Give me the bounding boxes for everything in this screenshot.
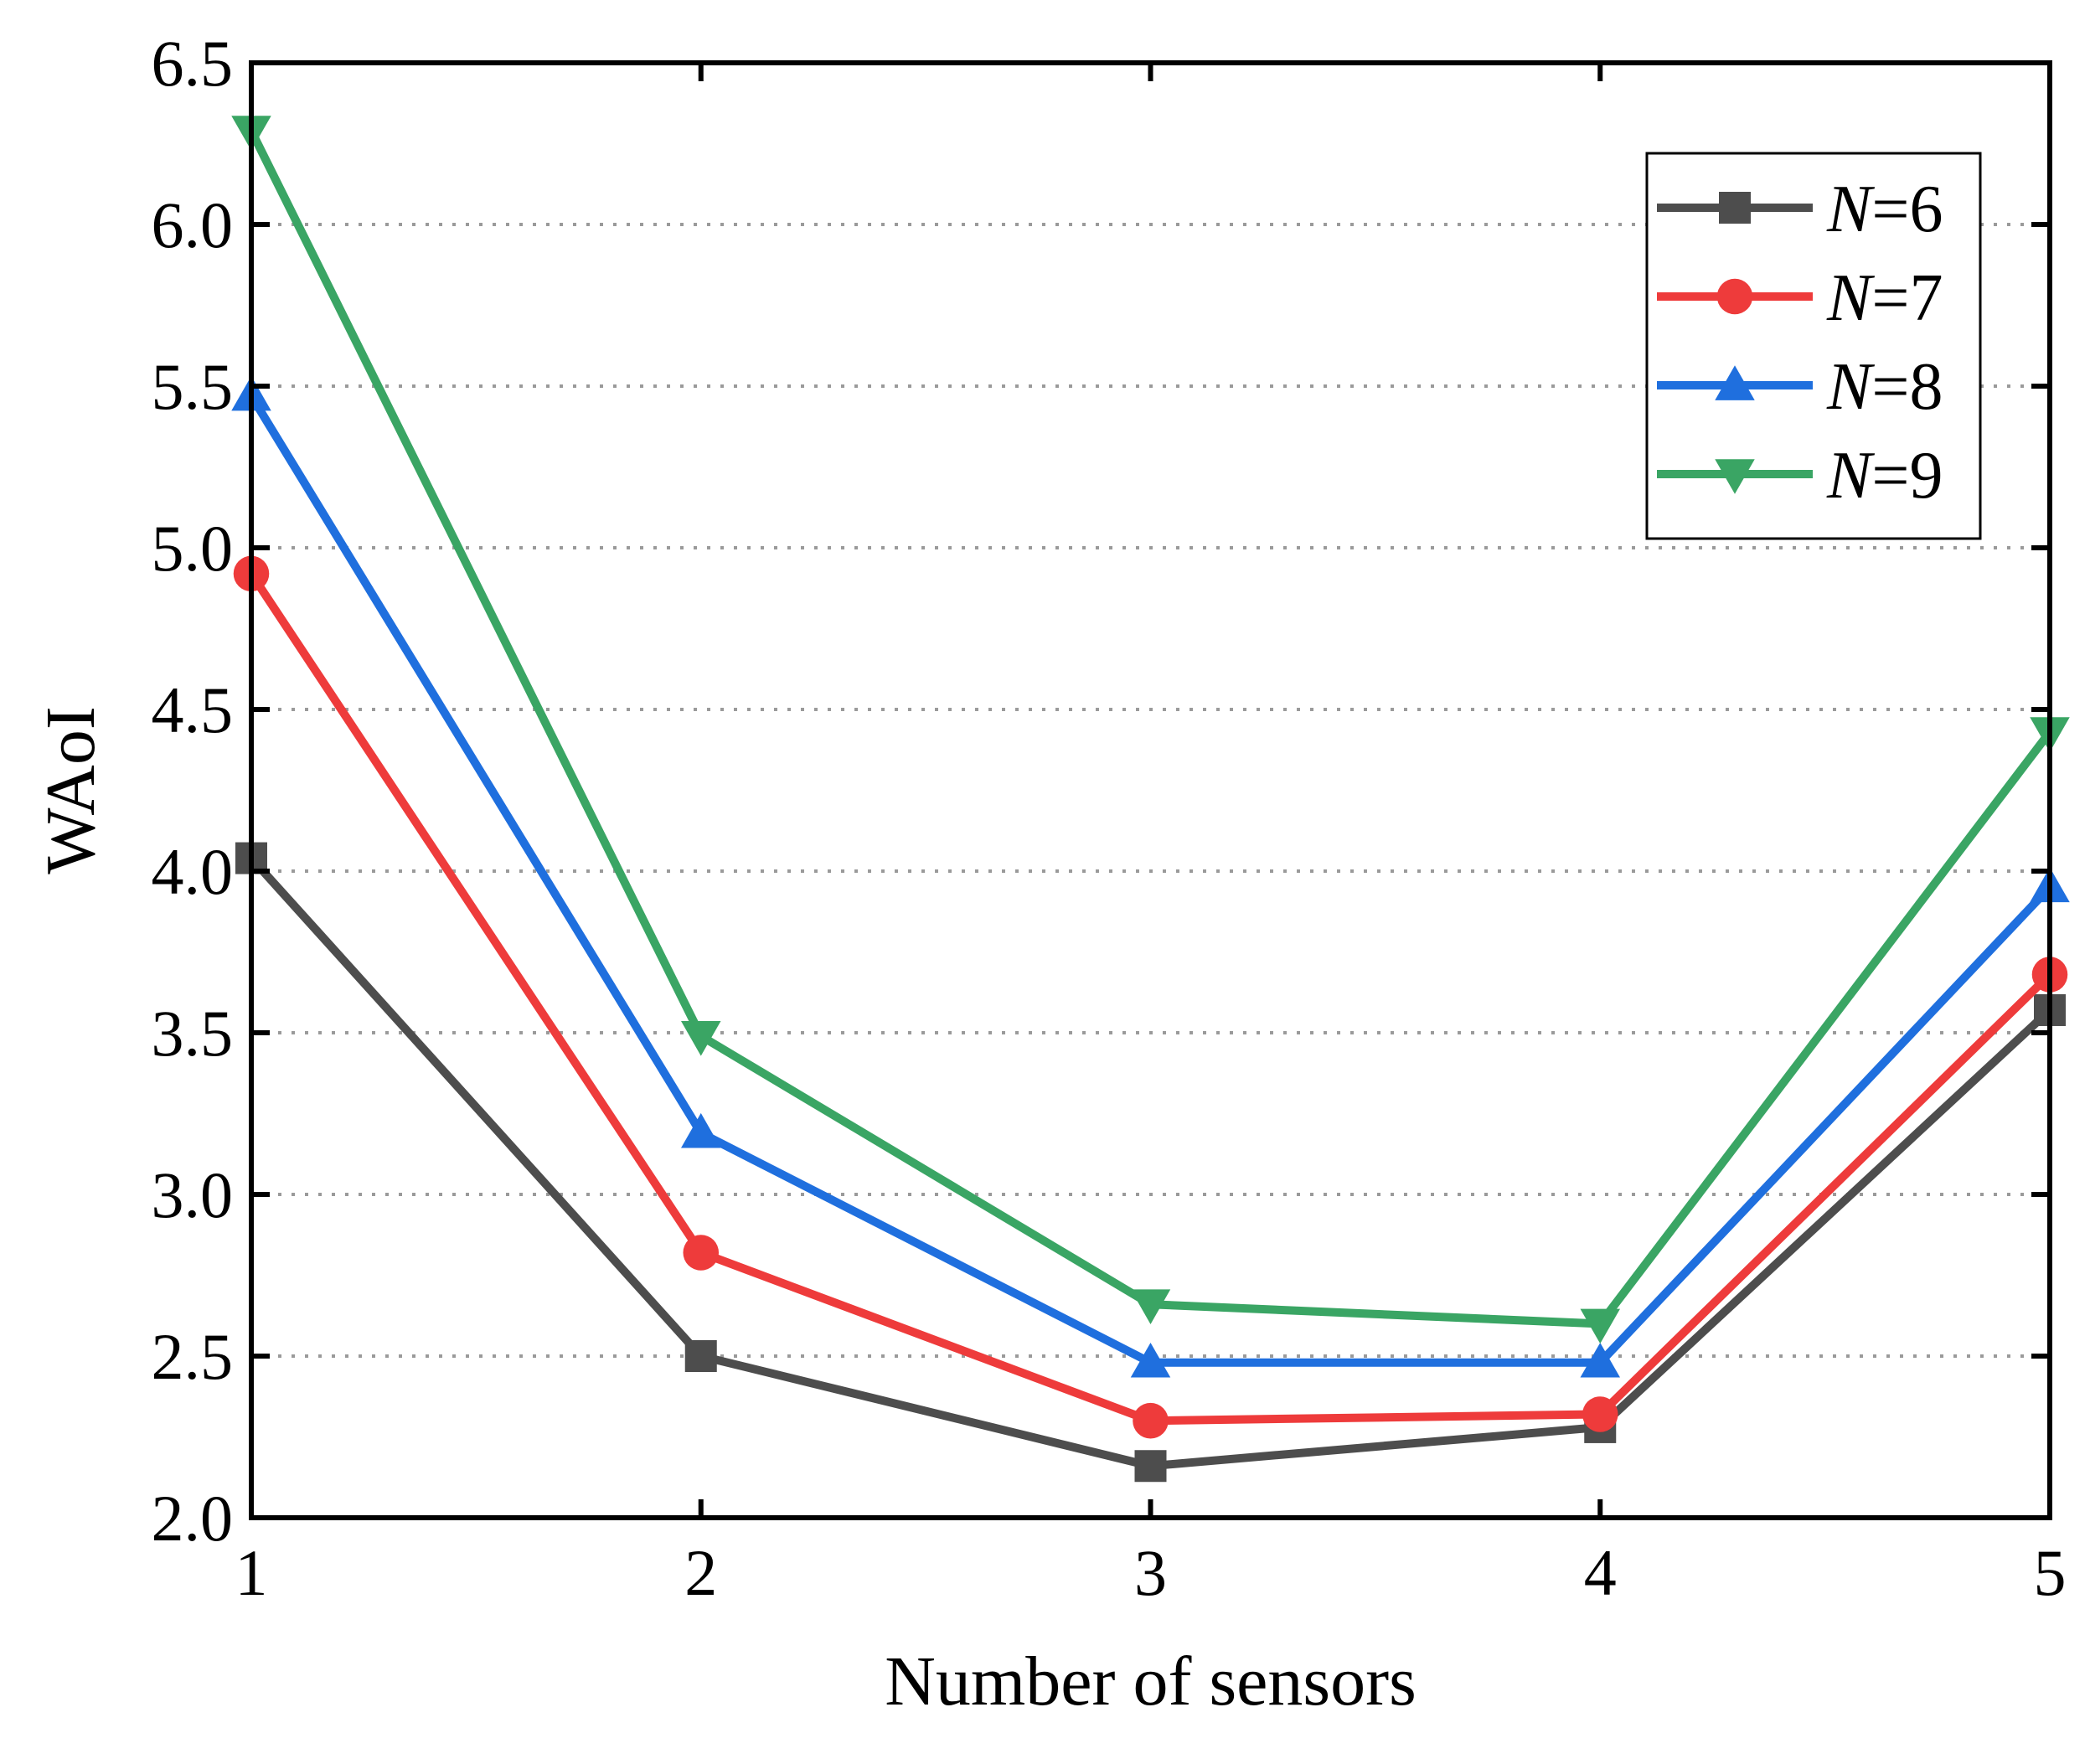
data-point — [683, 1235, 720, 1271]
y-tick-label: 3.0 — [152, 1158, 234, 1231]
y-axis-title: WAoI — [32, 706, 110, 874]
x-tick-label: 5 — [2034, 1536, 2067, 1609]
data-point — [1134, 1450, 1167, 1483]
legend-label: N=6 — [1826, 173, 1943, 246]
data-point — [1130, 1289, 1171, 1324]
x-tick-label: 3 — [1134, 1536, 1167, 1609]
data-point — [684, 1340, 717, 1372]
data-point — [681, 1021, 721, 1056]
series-3 — [231, 375, 2070, 1378]
y-tick-label: 2.0 — [152, 1482, 234, 1555]
legend-marker — [1719, 192, 1751, 224]
legend-marker — [1715, 365, 1755, 400]
legend-item: N=7 — [1657, 261, 1943, 335]
y-tick-label: 5.5 — [152, 350, 234, 423]
y-tick-label: 6.0 — [152, 188, 234, 261]
y-tick-label: 4.5 — [152, 673, 234, 746]
legend-label: N=9 — [1826, 439, 1943, 513]
data-point — [1580, 1308, 1620, 1344]
data-point — [1133, 1402, 1169, 1439]
tick-labels: 2.0 2.5 3.0 3.5 4.0 4.5 5.0 5.5 6.0 6.5 1 2 3 4 5 — [152, 27, 2067, 1609]
legend-label: N=7 — [1826, 261, 1943, 335]
data-point — [681, 1112, 721, 1148]
legend-item: N=9 — [1657, 439, 1943, 513]
x-tick-label: 4 — [1584, 1536, 1617, 1609]
legend-item: N=8 — [1657, 350, 1943, 424]
data-point — [1582, 1396, 1618, 1432]
legend: N=6 N=7 N=8 N=9 — [1645, 152, 1982, 540]
series-layer — [231, 116, 2070, 1483]
y-tick-label: 4.0 — [152, 835, 234, 908]
y-tick-label: 5.0 — [152, 512, 234, 585]
legend-marker — [1715, 459, 1755, 494]
legend-label: N=8 — [1826, 350, 1943, 424]
data-point — [1130, 1342, 1171, 1378]
series-line — [247, 393, 2053, 1367]
y-tick-label: 6.5 — [152, 27, 234, 100]
legend-item: N=6 — [1657, 173, 1943, 246]
y-tick-label: 2.5 — [152, 1320, 234, 1393]
x-tick-label: 1 — [235, 1536, 268, 1609]
axis-ticks — [249, 60, 2052, 1520]
series-2 — [233, 555, 2068, 1439]
x-axis-title: Number of sensors — [885, 1643, 1417, 1720]
y-tick-label: 3.5 — [152, 997, 234, 1070]
data-point — [1580, 1342, 1620, 1378]
legend-marker — [1716, 278, 1753, 315]
x-tick-label: 2 — [684, 1536, 717, 1609]
